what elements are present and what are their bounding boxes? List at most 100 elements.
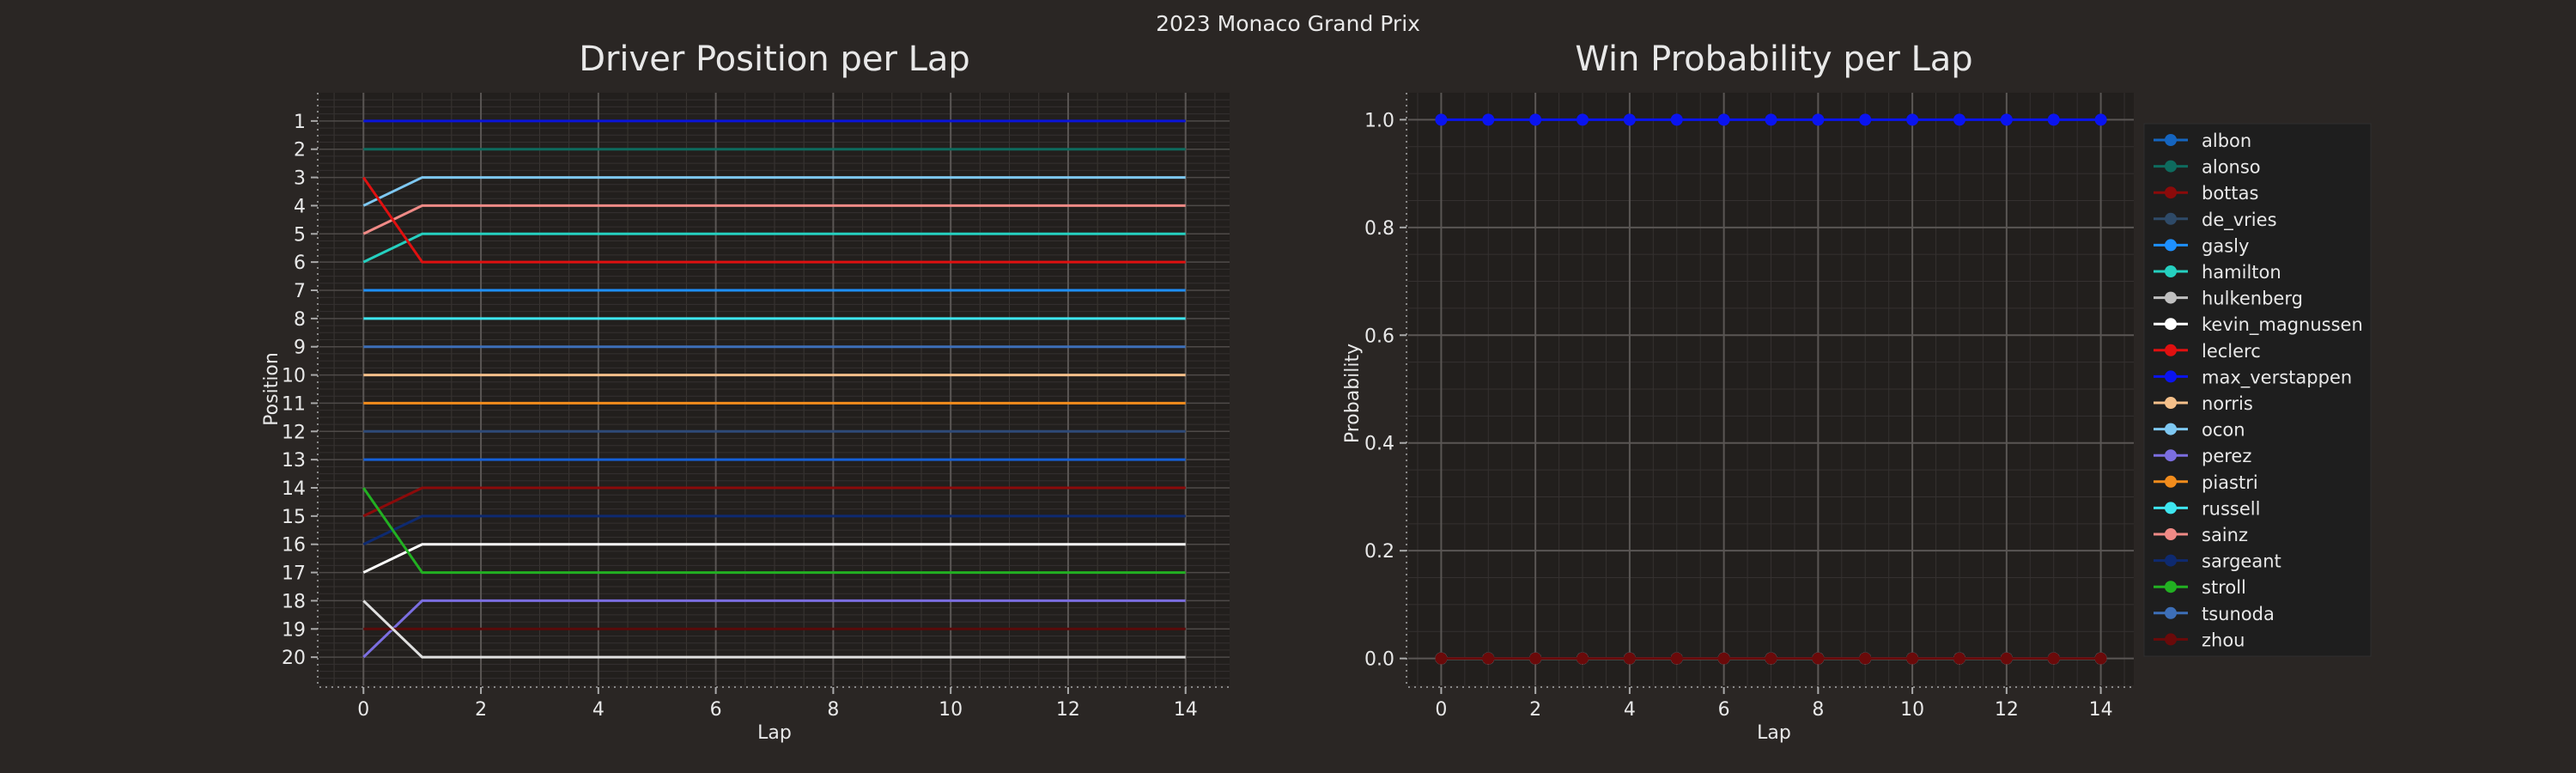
probability-point (1670, 113, 1683, 126)
legend-swatch-marker (2165, 134, 2177, 146)
y-tick-label: 2 (294, 140, 306, 161)
position-line-hamilton (362, 232, 1186, 264)
probability-lines (1435, 113, 2107, 665)
position-line-bottas (362, 486, 1186, 518)
legend-label: hulkenberg (2202, 289, 2303, 309)
probability-point (1859, 113, 1872, 126)
y-tick-label: 12 (282, 422, 306, 443)
legend-swatch-marker (2165, 212, 2177, 225)
probability-point (1623, 652, 1636, 665)
legend-box (2143, 123, 2372, 657)
legend-label: bottas (2202, 183, 2258, 204)
probability-axes: 0 2 4 6 8 10 12 14 0.0 0.2 0.4 0.6 0.8 1.0 (1364, 93, 2134, 721)
legend-entry-sainz: sainz (2154, 525, 2248, 545)
probability-x-label: Lap (1757, 722, 1791, 744)
y-tick-label: 11 (282, 393, 306, 415)
legend-swatch-marker (2165, 370, 2177, 383)
x-tick-label: 6 (1718, 699, 1730, 721)
legend-swatch-marker (2165, 397, 2177, 409)
y-tick-label: 19 (282, 619, 306, 641)
position-line-sargeant (362, 514, 1186, 546)
legend-swatch-marker (2165, 475, 2177, 488)
y-tick-label: 13 (282, 450, 306, 472)
legend-label: zhou (2202, 630, 2245, 650)
legend-label: perez (2202, 446, 2251, 466)
legend-label: alonso (2202, 157, 2261, 178)
legend-label: piastri (2202, 472, 2258, 493)
position-y-label: Position (261, 352, 283, 426)
probability-point (1717, 652, 1730, 665)
legend-label: max_verstappen (2202, 367, 2352, 388)
probability-point (1765, 113, 1777, 126)
x-tick-label: 6 (710, 699, 722, 721)
legend-entry-stroll: stroll (2154, 577, 2246, 598)
probability-point (1435, 113, 1448, 126)
position-axes: 0 2 4 6 8 10 12 1412345678910111213141516171819… (282, 93, 1230, 721)
x-tick-label: 2 (475, 699, 487, 721)
legend-entry-zhou: zhou (2154, 630, 2245, 650)
legend-swatch-marker (2165, 344, 2177, 356)
position-chart-title: Driver Position per Lap (579, 40, 970, 79)
y-tick-label: 8 (294, 309, 306, 331)
x-tick-label: 12 (1995, 699, 2019, 721)
y-tick-label: 6 (294, 253, 306, 274)
position-chart: 0 2 4 6 8 10 12 1412345678910111213141516171819… (261, 40, 1230, 744)
legend-entry-russell: russell (2154, 498, 2260, 519)
legend-entry-hamilton: hamilton (2154, 262, 2281, 283)
probability-point (1529, 652, 1542, 665)
legend-entry-piastri: piastri (2154, 472, 2258, 493)
legend-entry-gasly: gasly (2154, 235, 2249, 256)
probability-point (2094, 113, 2107, 126)
legend-swatch-marker (2165, 606, 2177, 619)
legend-swatch-marker (2165, 186, 2177, 199)
probability-series-max-verstappen (1435, 113, 2107, 126)
legend-label: ocon (2202, 420, 2245, 441)
probability-point (1859, 652, 1872, 665)
legend-swatch-marker (2165, 581, 2177, 593)
y-tick-label: 3 (294, 168, 306, 190)
legend-label: sainz (2202, 525, 2248, 545)
position-lines (362, 119, 1186, 659)
probability-point (1577, 113, 1589, 126)
legend-label: norris (2202, 393, 2253, 414)
x-tick-label: 0 (1435, 699, 1447, 721)
legend-entry-alonso: alonso (2154, 157, 2261, 178)
probability-point (1906, 652, 1919, 665)
probability-point (1482, 113, 1495, 126)
legend-entry-tsunoda: tsunoda (2154, 604, 2275, 624)
probability-point (1577, 652, 1589, 665)
legend-entry-max-verstappen: max_verstappen (2154, 367, 2352, 388)
y-tick-label: 16 (282, 535, 306, 557)
probability-point (1482, 652, 1495, 665)
legend-entry-de-vries: de_vries (2154, 210, 2277, 231)
legend-swatch-marker (2165, 528, 2177, 540)
y-tick-label: 0.0 (1364, 649, 1394, 671)
x-tick-label: 4 (1624, 699, 1636, 721)
position-line-leclerc (362, 176, 1186, 264)
legend-label: tsunoda (2202, 604, 2275, 624)
legend-label: de_vries (2202, 210, 2277, 231)
x-tick-label: 8 (827, 699, 839, 721)
legend-label: albon (2202, 131, 2251, 151)
probability-point (2094, 652, 2107, 665)
x-tick-label: 12 (1056, 699, 1080, 721)
legend-label: stroll (2202, 577, 2246, 598)
y-tick-label: 7 (294, 281, 306, 302)
probability-chart-title: Win Probability per Lap (1575, 40, 1972, 79)
probability-point (1717, 113, 1730, 126)
legend-label: sargeant (2202, 551, 2281, 572)
legend-swatch-marker (2165, 633, 2177, 646)
probability-point (2047, 113, 2060, 126)
legend-entry-leclerc: leclerc (2154, 341, 2261, 362)
y-tick-label: 14 (282, 478, 306, 500)
position-line-perez (362, 599, 1186, 659)
probability-point (1529, 113, 1542, 126)
probability-point (2000, 113, 2013, 126)
position-line-stroll (362, 487, 1186, 575)
legend-swatch-marker (2165, 554, 2177, 567)
probability-y-label: Probability (1342, 344, 1364, 443)
x-tick-label: 4 (592, 699, 605, 721)
y-tick-label: 10 (282, 366, 306, 387)
